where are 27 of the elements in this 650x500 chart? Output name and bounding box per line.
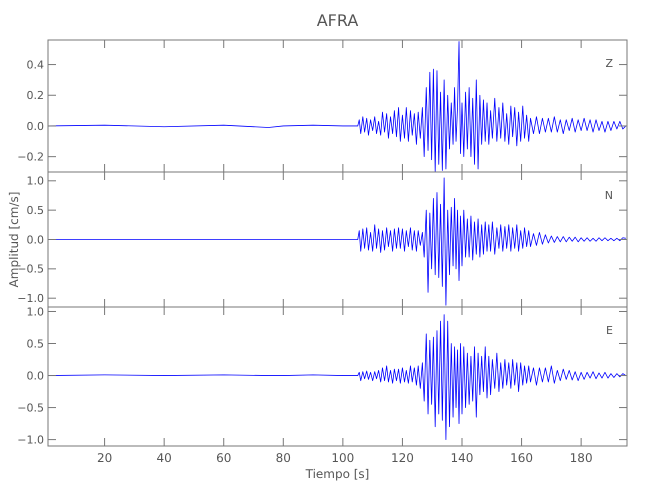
x-tick-label: 60 (216, 451, 232, 465)
y-tick-label: 1.0 (26, 305, 44, 318)
annotation: E (606, 324, 614, 337)
x-tick-label: 40 (156, 451, 172, 465)
chart-title: AFRA (316, 11, 358, 30)
y-tick-label: 1.0 (26, 174, 44, 188)
x-tick-label: 100 (331, 451, 354, 465)
y-tick-label: 0.2 (26, 89, 44, 102)
x-axis-title: Tiempo [s] (304, 467, 370, 481)
y-tick-label: 0.0 (26, 369, 44, 382)
x-tick-label: 20 (96, 451, 112, 465)
x-tick-label: 140 (450, 451, 474, 465)
y-tick-label: −0.5 (17, 401, 44, 414)
y-tick-label: 0.5 (26, 204, 44, 217)
y-tick-label: 0.5 (26, 337, 44, 350)
x-tick-label: 180 (570, 451, 593, 465)
y-tick-label: 0.0 (26, 120, 44, 133)
y-tick-label: −0.2 (17, 150, 44, 164)
annotation: N (604, 189, 613, 202)
x-tick-label: 80 (276, 451, 291, 465)
y-tick-label: −1.0 (17, 433, 44, 446)
y-tick-label: −1.0 (17, 292, 44, 306)
y-tick-label: 0.0 (26, 233, 44, 246)
x-tick-label: 160 (510, 451, 534, 465)
y-tick-label: 0.4 (26, 58, 44, 72)
x-tick-label: 120 (390, 451, 414, 465)
annotation: Z (605, 57, 614, 70)
